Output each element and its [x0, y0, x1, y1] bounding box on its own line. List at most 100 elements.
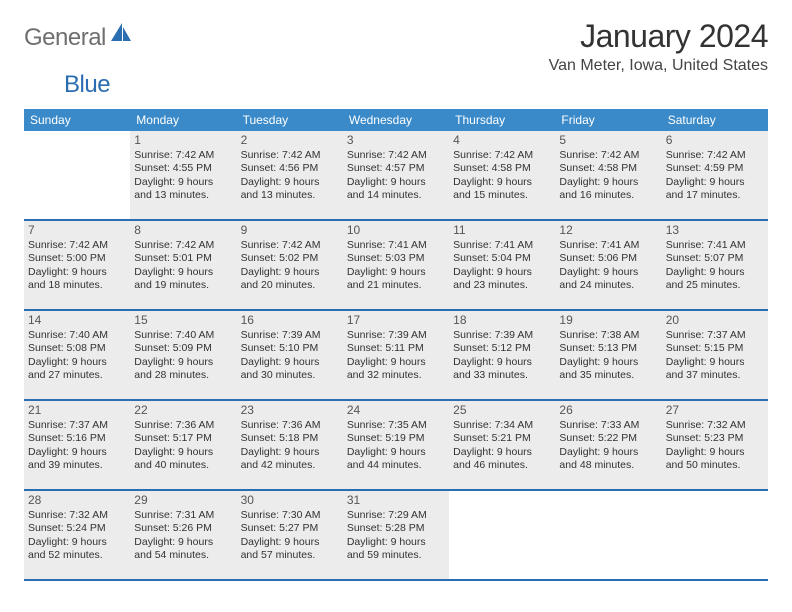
daylight-line: Daylight: 9 hours [559, 446, 657, 459]
sunset-line: Sunset: 4:55 PM [134, 162, 232, 175]
week-row: 1Sunrise: 7:42 AMSunset: 4:55 PMDaylight… [24, 131, 768, 221]
day-number: 28 [28, 493, 126, 507]
sunset-line: Sunset: 5:13 PM [559, 342, 657, 355]
day-number: 21 [28, 403, 126, 417]
daylight-line: Daylight: 9 hours [241, 446, 339, 459]
daylight-line: Daylight: 9 hours [134, 356, 232, 369]
day-cell: 24Sunrise: 7:35 AMSunset: 5:19 PMDayligh… [343, 401, 449, 489]
daylight-line: Daylight: 9 hours [134, 266, 232, 279]
sunrise-line: Sunrise: 7:41 AM [347, 239, 445, 252]
day-number: 31 [347, 493, 445, 507]
sunset-line: Sunset: 4:58 PM [453, 162, 551, 175]
day-cell: 8Sunrise: 7:42 AMSunset: 5:01 PMDaylight… [130, 221, 236, 309]
sunset-line: Sunset: 5:04 PM [453, 252, 551, 265]
week-row: 21Sunrise: 7:37 AMSunset: 5:16 PMDayligh… [24, 401, 768, 491]
daylight-line: Daylight: 9 hours [347, 536, 445, 549]
daylight-line: Daylight: 9 hours [453, 446, 551, 459]
daylight-line: Daylight: 9 hours [453, 266, 551, 279]
sunset-line: Sunset: 5:22 PM [559, 432, 657, 445]
daylight-line: and 16 minutes. [559, 189, 657, 202]
day-cell: 3Sunrise: 7:42 AMSunset: 4:57 PMDaylight… [343, 131, 449, 219]
sunrise-line: Sunrise: 7:33 AM [559, 419, 657, 432]
daylight-line: Daylight: 9 hours [28, 356, 126, 369]
sunrise-line: Sunrise: 7:40 AM [28, 329, 126, 342]
sunrise-line: Sunrise: 7:34 AM [453, 419, 551, 432]
daylight-line: Daylight: 9 hours [134, 176, 232, 189]
sunrise-line: Sunrise: 7:39 AM [241, 329, 339, 342]
day-number: 7 [28, 223, 126, 237]
dow-monday: Monday [130, 109, 236, 131]
sunrise-line: Sunrise: 7:42 AM [241, 239, 339, 252]
daylight-line: Daylight: 9 hours [134, 446, 232, 459]
day-cell: 25Sunrise: 7:34 AMSunset: 5:21 PMDayligh… [449, 401, 555, 489]
daylight-line: and 32 minutes. [347, 369, 445, 382]
day-cell: 26 Sunrise: 7:33 AMSunset: 5:22 PMDayligh… [555, 401, 661, 489]
sunrise-line: Sunrise: 7:42 AM [347, 149, 445, 162]
day-cell: 15Sunrise: 7:40 AMSunset: 5:09 PMDayligh… [130, 311, 236, 399]
daylight-line: Daylight: 9 hours [666, 446, 764, 459]
daylight-line: and 50 minutes. [666, 459, 764, 472]
daylight-line: and 39 minutes. [28, 459, 126, 472]
daylight-line: and 27 minutes. [28, 369, 126, 382]
day-number: 25 [453, 403, 551, 417]
day-number: 20 [666, 313, 764, 327]
daylight-line: and 15 minutes. [453, 189, 551, 202]
dow-sunday: Sunday [24, 109, 130, 131]
day-cell: 29Sunrise: 7:31 AMSunset: 5:26 PMDayligh… [130, 491, 236, 579]
daylight-line: Daylight: 9 hours [559, 266, 657, 279]
day-cell: 2Sunrise: 7:42 AMSunset: 4:56 PMDaylight… [237, 131, 343, 219]
day-number: 22 [134, 403, 232, 417]
sunset-line: Sunset: 4:58 PM [559, 162, 657, 175]
sunrise-line: Sunrise: 7:35 AM [347, 419, 445, 432]
daylight-line: Daylight: 9 hours [347, 176, 445, 189]
sunrise-line: Sunrise: 7:37 AM [28, 419, 126, 432]
location-subtitle: Van Meter, Iowa, United States [549, 57, 768, 75]
daylight-line: Daylight: 9 hours [559, 356, 657, 369]
day-cell: 6Sunrise: 7:42 AMSunset: 4:59 PMDaylight… [662, 131, 768, 219]
sunrise-line: Sunrise: 7:39 AM [347, 329, 445, 342]
logo-text-general: General [24, 24, 106, 52]
sunset-line: Sunset: 5:11 PM [347, 342, 445, 355]
daylight-line: Daylight: 9 hours [241, 176, 339, 189]
daylight-line: Daylight: 9 hours [666, 266, 764, 279]
day-number: 26 [559, 403, 657, 417]
day-number: 17 [347, 313, 445, 327]
day-cell-empty [662, 491, 768, 579]
daylight-line: and 33 minutes. [453, 369, 551, 382]
week-row: 7Sunrise: 7:42 AMSunset: 5:00 PMDaylight… [24, 221, 768, 311]
logo-text-blue: Blue [64, 71, 110, 98]
sunrise-line: Sunrise: 7:29 AM [347, 509, 445, 522]
daylight-line: and 19 minutes. [134, 279, 232, 292]
day-number: 12 [559, 223, 657, 237]
day-cell-empty [449, 491, 555, 579]
day-cell: 11Sunrise: 7:41 AMSunset: 5:04 PMDayligh… [449, 221, 555, 309]
day-cell: 31 Sunrise: 7:29 AMSunset: 5:28 PMDayligh… [343, 491, 449, 579]
daylight-line: and 17 minutes. [666, 189, 764, 202]
sunrise-line: Sunrise: 7:38 AM [559, 329, 657, 342]
daylight-line: Daylight: 9 hours [28, 536, 126, 549]
logo: General [24, 18, 133, 52]
day-cell: 27Sunrise: 7:32 AMSunset: 5:23 PMDayligh… [662, 401, 768, 489]
sunset-line: Sunset: 5:02 PM [241, 252, 339, 265]
daylight-line: and 35 minutes. [559, 369, 657, 382]
daylight-line: and 40 minutes. [134, 459, 232, 472]
logo-sail-icon [111, 23, 131, 46]
daylight-line: and 14 minutes. [347, 189, 445, 202]
daylight-line: and 23 minutes. [453, 279, 551, 292]
sunrise-line: Sunrise: 7:42 AM [134, 239, 232, 252]
month-title: January 2024 [549, 18, 768, 55]
day-number: 27 [666, 403, 764, 417]
day-number: 9 [241, 223, 339, 237]
sunset-line: Sunset: 5:18 PM [241, 432, 339, 445]
daylight-line: Daylight: 9 hours [666, 356, 764, 369]
sunrise-line: Sunrise: 7:40 AM [134, 329, 232, 342]
day-number: 30 [241, 493, 339, 507]
sunrise-line: Sunrise: 7:42 AM [666, 149, 764, 162]
daylight-line: and 42 minutes. [241, 459, 339, 472]
sunrise-line: Sunrise: 7:39 AM [453, 329, 551, 342]
sunset-line: Sunset: 5:23 PM [666, 432, 764, 445]
sunset-line: Sunset: 5:28 PM [347, 522, 445, 535]
sunset-line: Sunset: 5:01 PM [134, 252, 232, 265]
dow-saturday: Saturday [662, 109, 768, 131]
daylight-line: Daylight: 9 hours [241, 536, 339, 549]
